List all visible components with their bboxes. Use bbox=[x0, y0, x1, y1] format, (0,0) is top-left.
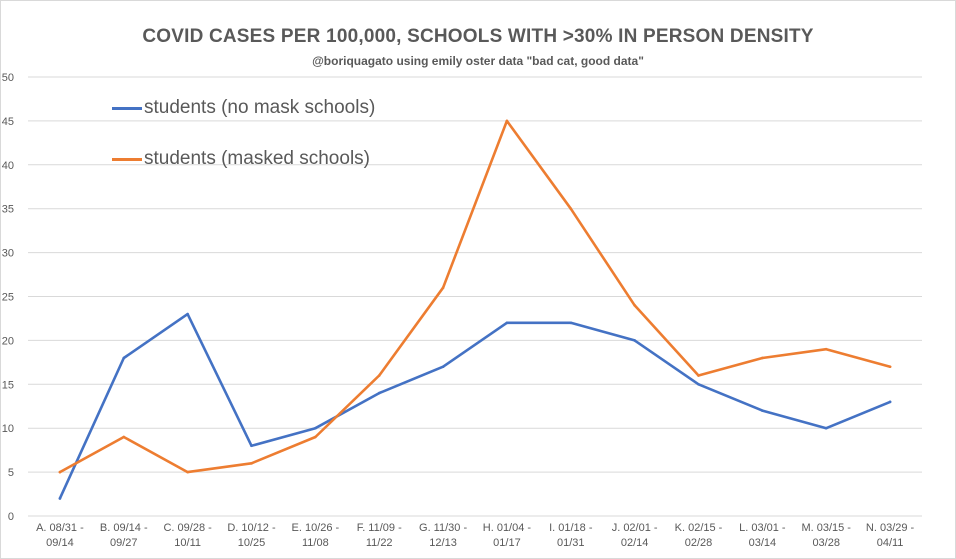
data-point bbox=[761, 356, 764, 360]
y-tick-label: 45 bbox=[2, 116, 14, 128]
x-tick-label: E. 10/26 -11/08 bbox=[292, 522, 340, 549]
y-tick-label: 20 bbox=[2, 335, 14, 347]
data-point bbox=[569, 207, 573, 210]
legend-label-masked: students (masked schools) bbox=[144, 148, 370, 169]
x-tick-label: B. 09/14 -09/27 bbox=[100, 522, 148, 549]
x-tick-label: J. 02/01 -02/14 bbox=[612, 522, 658, 549]
data-point bbox=[377, 374, 381, 377]
y-tick-label: 5 bbox=[8, 467, 14, 479]
data-point bbox=[441, 286, 445, 290]
data-point bbox=[250, 462, 253, 465]
data-point bbox=[697, 383, 700, 386]
x-tick-label: D. 10/12 -10/25 bbox=[227, 522, 276, 549]
data-point bbox=[122, 435, 126, 439]
data-point bbox=[314, 426, 317, 430]
data-point bbox=[633, 339, 636, 342]
legend-swatch-masked bbox=[112, 157, 142, 161]
legend-item-no-mask: students (no mask schools) bbox=[112, 97, 375, 119]
x-tick-label: N. 03/29 -04/11 bbox=[866, 522, 915, 549]
data-point bbox=[58, 497, 62, 500]
x-tick-label: C. 09/28 -10/11 bbox=[163, 522, 212, 549]
x-tick-label: H. 01/04 -01/17 bbox=[483, 522, 532, 549]
data-point bbox=[122, 356, 126, 360]
data-point bbox=[377, 391, 381, 395]
data-point bbox=[186, 470, 189, 474]
data-point bbox=[314, 435, 317, 439]
data-point bbox=[888, 365, 892, 369]
x-tick-label: M. 03/15 -03/28 bbox=[801, 522, 851, 549]
y-tick-label: 40 bbox=[2, 160, 14, 172]
legend-swatch-no-mask bbox=[112, 106, 142, 110]
y-tick-label: 30 bbox=[2, 248, 14, 260]
series-line-1 bbox=[58, 119, 892, 474]
chart-title: COVID CASES PER 100,000, SCHOOLS WITH >3… bbox=[142, 26, 814, 47]
data-point bbox=[569, 321, 573, 325]
data-point bbox=[697, 374, 700, 377]
y-tick-label: 25 bbox=[2, 292, 14, 304]
x-tick-label: I. 01/18 -01/31 bbox=[549, 522, 593, 549]
data-point bbox=[633, 303, 636, 307]
data-point bbox=[58, 470, 62, 474]
data-point bbox=[505, 119, 509, 123]
y-tick-label: 50 bbox=[2, 72, 14, 84]
data-point bbox=[186, 312, 189, 316]
legend-item-masked: students (masked schools) bbox=[112, 148, 370, 170]
y-tick-label: 0 bbox=[8, 511, 14, 523]
chart-subtitle: @boriquagato using emily oster data "bad… bbox=[312, 54, 644, 68]
x-tick-label: A. 08/31 -09/14 bbox=[36, 522, 84, 549]
series-line-0 bbox=[58, 312, 892, 500]
x-tick-label: L. 03/01 -03/14 bbox=[739, 522, 786, 549]
data-point bbox=[505, 321, 509, 325]
y-tick-label: 15 bbox=[2, 379, 14, 391]
y-tick-label: 10 bbox=[2, 423, 14, 435]
data-point bbox=[824, 347, 828, 351]
y-tick-label: 35 bbox=[2, 204, 14, 216]
x-tick-label: G. 11/30 -12/13 bbox=[419, 522, 467, 549]
data-point bbox=[824, 426, 828, 430]
data-point bbox=[250, 444, 253, 448]
data-point bbox=[761, 409, 764, 412]
legend-label-no-mask: students (no mask schools) bbox=[144, 97, 376, 118]
x-tick-label: F. 11/09 -11/22 bbox=[357, 522, 402, 549]
x-tick-label: K. 02/15 -02/28 bbox=[675, 522, 723, 549]
data-point bbox=[888, 400, 892, 404]
data-point bbox=[441, 365, 445, 369]
